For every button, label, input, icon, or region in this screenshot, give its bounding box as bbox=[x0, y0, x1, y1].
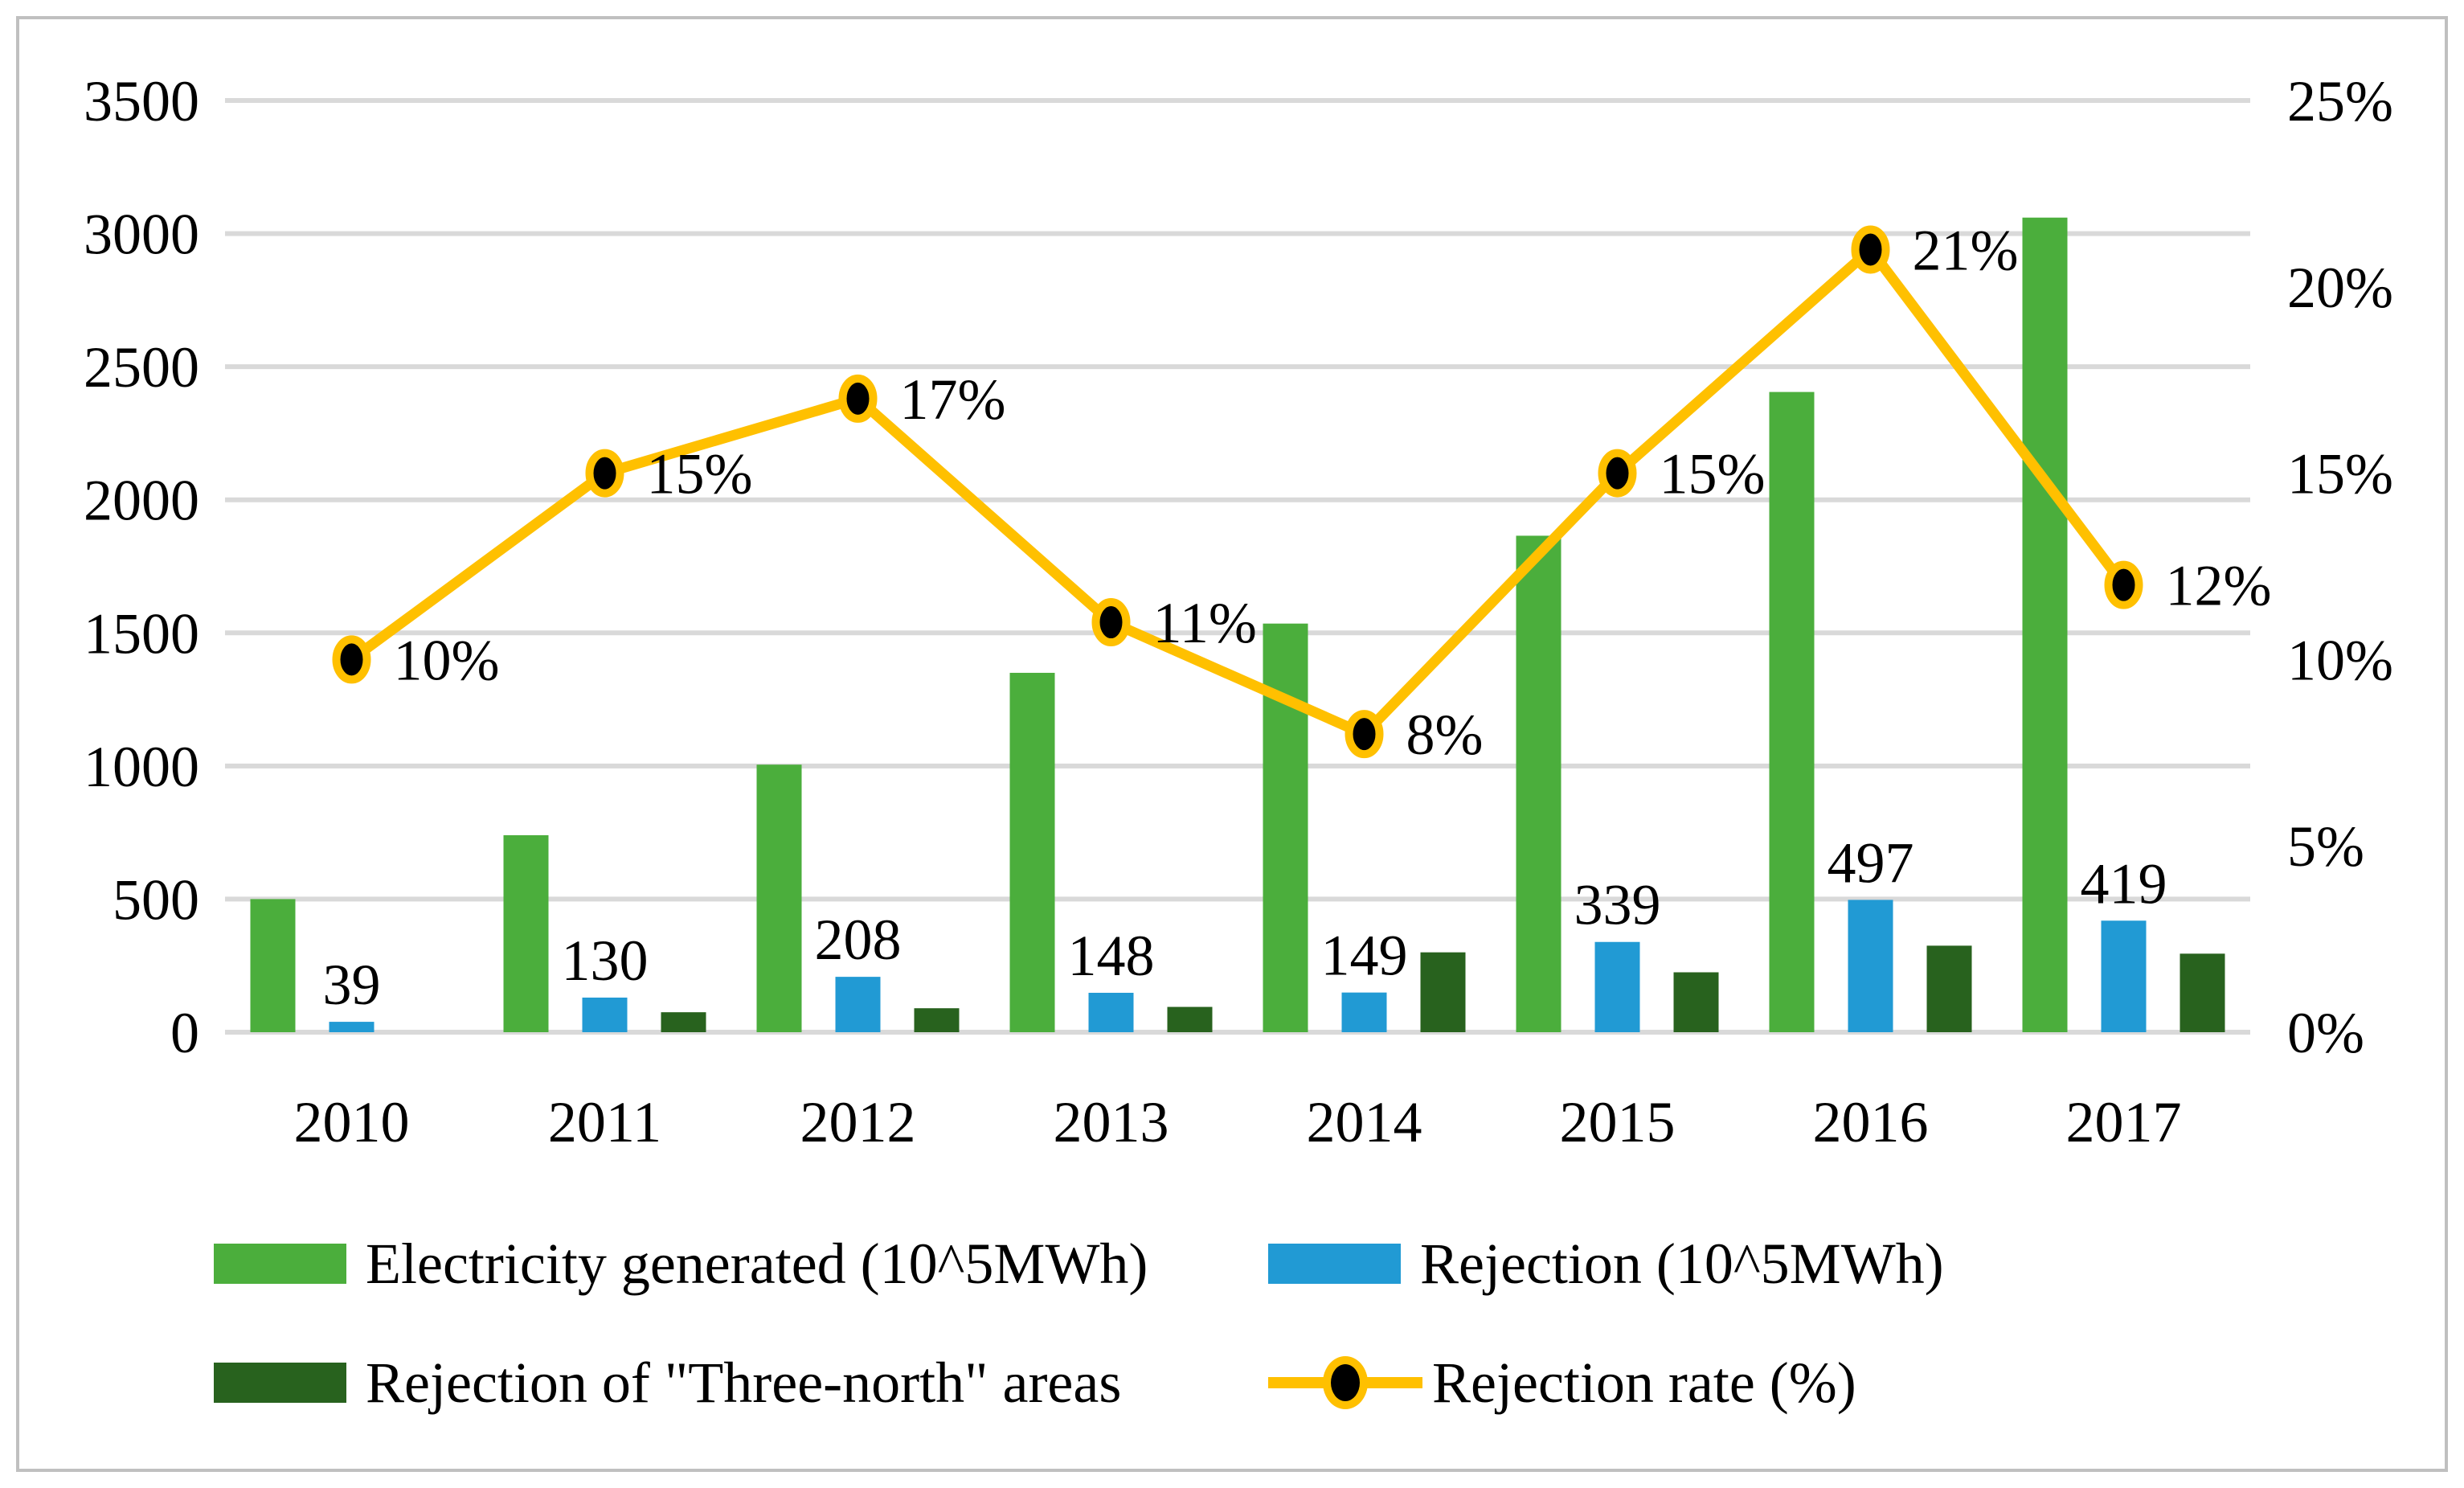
left-axis-tick-label: 0 bbox=[170, 1001, 199, 1065]
bar-rejection-2017 bbox=[2101, 920, 2147, 1032]
bar-three-north-2015 bbox=[1673, 972, 1719, 1032]
bar-data-label: 208 bbox=[815, 908, 902, 972]
bar-data-label: 39 bbox=[323, 953, 381, 1017]
rate-marker-2011 bbox=[585, 449, 624, 498]
x-axis-category-label: 2013 bbox=[1054, 1090, 1169, 1154]
right-axis-tick-label: 5% bbox=[2287, 814, 2364, 879]
x-axis-category-label: 2012 bbox=[800, 1090, 916, 1154]
rate-marker-2016 bbox=[1851, 225, 1890, 274]
bar-three-north-2011 bbox=[661, 1012, 706, 1032]
rate-marker-2012 bbox=[838, 374, 878, 423]
rate-point-label: 12% bbox=[2166, 554, 2272, 618]
legend-swatch-electricity bbox=[214, 1244, 346, 1284]
bar-three-north-2017 bbox=[2180, 953, 2225, 1032]
bar-rejection-2016 bbox=[1848, 900, 1893, 1032]
figure-frame bbox=[16, 16, 2448, 1472]
bar-electricity-2012 bbox=[756, 764, 802, 1032]
legend-item-rejection: Rejection (10^5MWh) bbox=[1268, 1235, 1944, 1293]
bar-rejection-2011 bbox=[582, 997, 628, 1032]
bar-three-north-2016 bbox=[1926, 945, 1972, 1032]
rate-marker-2014 bbox=[1345, 710, 1384, 759]
rate-point-label: 11% bbox=[1153, 591, 1257, 655]
bar-electricity-2011 bbox=[503, 834, 549, 1032]
bar-electricity-2015 bbox=[1516, 535, 1561, 1032]
left-axis-tick-label: 500 bbox=[113, 867, 199, 932]
right-axis-tick-label: 25% bbox=[2287, 69, 2393, 133]
right-axis-tick-label: 0% bbox=[2287, 1001, 2364, 1065]
bar-electricity-2013 bbox=[1009, 672, 1055, 1032]
rate-point-label: 17% bbox=[900, 367, 1006, 432]
rate-point-label: 21% bbox=[1913, 218, 2019, 282]
rejection-rate-line bbox=[346, 244, 2129, 740]
rate-point-label: 15% bbox=[647, 442, 753, 506]
legend-item-rejection-rate: Rejection rate (%) bbox=[1268, 1354, 1856, 1412]
bar-electricity-2014 bbox=[1263, 623, 1308, 1032]
x-axis-category-label: 2010 bbox=[294, 1090, 410, 1154]
rate-marker-2017 bbox=[2104, 560, 2143, 609]
legend-line-marker-icon bbox=[1268, 1354, 1422, 1412]
legend-label-three-north: Rejection of "Three-north" areas bbox=[366, 1351, 1122, 1415]
x-axis-category-label: 2015 bbox=[1560, 1090, 1676, 1154]
bar-data-label: 148 bbox=[1068, 924, 1155, 988]
rate-marker-2013 bbox=[1091, 598, 1131, 647]
legend-label-rejection: Rejection (10^5MWh) bbox=[1420, 1232, 1944, 1296]
bar-data-label: 130 bbox=[562, 928, 649, 993]
left-axis-tick-label: 1500 bbox=[84, 601, 199, 666]
right-axis-tick-label: 20% bbox=[2287, 256, 2393, 320]
bar-data-label: 149 bbox=[1321, 924, 1408, 988]
left-axis-tick-label: 2500 bbox=[84, 335, 199, 400]
left-axis-tick-label: 3500 bbox=[84, 69, 199, 133]
bar-rejection-2014 bbox=[1341, 992, 1387, 1032]
x-axis-category-label: 2016 bbox=[1813, 1090, 1929, 1154]
legend-row-2: Rejection of "Three-north" areas Rejecti… bbox=[19, 1323, 2445, 1442]
legend-row-1: Electricity generated (10^5MWh) Rejectio… bbox=[19, 1204, 2445, 1323]
rate-marker-2015 bbox=[1598, 449, 1637, 498]
bar-electricity-2016 bbox=[1769, 391, 1815, 1032]
left-axis-tick-label: 1000 bbox=[84, 735, 199, 799]
rate-marker-2010 bbox=[332, 635, 371, 684]
x-axis-category-label: 2014 bbox=[1307, 1090, 1422, 1154]
bar-rejection-2012 bbox=[835, 977, 881, 1032]
rate-point-label: 10% bbox=[394, 628, 500, 692]
bar-data-label: 497 bbox=[1828, 830, 1914, 895]
bar-rejection-2015 bbox=[1594, 941, 1640, 1032]
bar-three-north-2014 bbox=[1420, 952, 1466, 1032]
legend-item-three-north: Rejection of "Three-north" areas bbox=[214, 1354, 1268, 1412]
rate-point-label: 8% bbox=[1406, 703, 1484, 767]
legend-label-rejection-rate: Rejection rate (%) bbox=[1432, 1351, 1856, 1415]
legend-label-electricity: Electricity generated (10^5MWh) bbox=[366, 1232, 1148, 1296]
left-axis-tick-label: 2000 bbox=[84, 469, 199, 533]
bar-rejection-2013 bbox=[1088, 992, 1134, 1032]
bar-electricity-2010 bbox=[250, 899, 296, 1032]
right-axis-tick-label: 15% bbox=[2287, 442, 2393, 506]
bar-three-north-2013 bbox=[1167, 1006, 1213, 1032]
x-axis-category-label: 2017 bbox=[2066, 1090, 2182, 1154]
legend-swatch-three-north bbox=[214, 1363, 346, 1403]
x-axis-category-label: 2011 bbox=[548, 1090, 661, 1154]
left-axis-tick-label: 3000 bbox=[84, 203, 199, 267]
legend-item-electricity: Electricity generated (10^5MWh) bbox=[214, 1235, 1268, 1293]
right-axis-tick-label: 10% bbox=[2287, 628, 2393, 692]
legend-swatch-rejection bbox=[1268, 1244, 1401, 1284]
bar-three-north-2012 bbox=[914, 1008, 960, 1032]
rate-point-label: 15% bbox=[1660, 442, 1766, 506]
bar-data-label: 419 bbox=[2081, 851, 2167, 916]
bar-rejection-2010 bbox=[329, 1022, 375, 1032]
bar-data-label: 339 bbox=[1574, 873, 1661, 937]
chart-legend: Electricity generated (10^5MWh) Rejectio… bbox=[19, 1204, 2445, 1442]
bar-electricity-2017 bbox=[2022, 217, 2068, 1032]
